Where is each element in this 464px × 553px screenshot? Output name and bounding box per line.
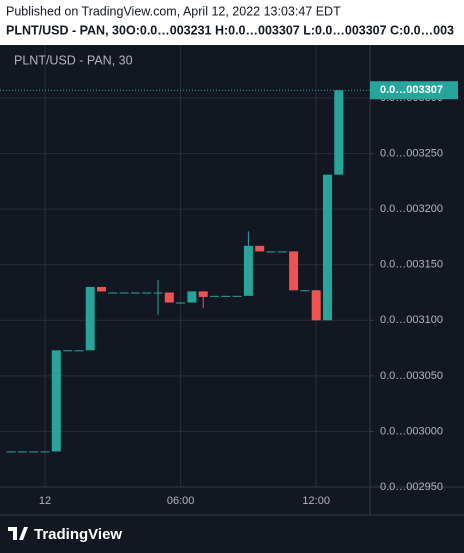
legend: PLNT/USD - PAN, 30 xyxy=(14,53,133,67)
candle-body xyxy=(277,251,287,253)
candle-body xyxy=(153,292,163,294)
candle-body xyxy=(51,350,61,452)
candle-body xyxy=(142,292,152,294)
y-tick-label: 0.0…003100 xyxy=(380,314,443,326)
candle-body xyxy=(40,451,50,453)
candle-body xyxy=(29,451,39,453)
candle-body xyxy=(221,295,231,297)
logo: TradingView xyxy=(8,526,122,543)
candle-body xyxy=(17,451,27,453)
chart-bg xyxy=(0,45,464,553)
candle-body xyxy=(289,251,299,291)
candle-body xyxy=(119,292,129,294)
candle-body xyxy=(130,292,140,294)
candle-body xyxy=(311,290,321,321)
published: Published on TradingView.com, April 12, … xyxy=(6,4,341,18)
candle-body xyxy=(198,291,208,297)
y-tick-label: 0.0…002950 xyxy=(380,481,443,493)
candle-body xyxy=(243,245,253,296)
plot xyxy=(0,45,370,488)
header-bg xyxy=(0,0,464,45)
candle-body xyxy=(63,350,73,352)
candle-body xyxy=(108,292,118,294)
x-tick-label: 12 xyxy=(39,495,51,507)
last-price-box xyxy=(370,81,458,100)
candle-body xyxy=(323,174,332,321)
candle-body xyxy=(334,90,344,175)
candle-body xyxy=(300,290,310,292)
y-tick-label: 0.0…003200 xyxy=(380,203,443,215)
candle-body xyxy=(97,286,106,292)
x-tick-label: 06:00 xyxy=(167,495,195,507)
ohlc: O:0.0…003231 H:0.0…003307 L:0.0…003307 C… xyxy=(126,23,454,37)
y-tick-label: 0.0…003150 xyxy=(380,259,443,271)
candle-body xyxy=(255,245,265,252)
last-price-label: 0.0…003307 xyxy=(380,84,443,96)
x-tick-label: 12:00 xyxy=(302,495,330,507)
candle-body xyxy=(85,286,95,351)
candle-body xyxy=(74,350,84,352)
y-tick-label: 0.0…003050 xyxy=(380,370,443,382)
candle-body xyxy=(6,451,16,453)
candle-body xyxy=(164,292,174,303)
y-tick-label: 0.0…003250 xyxy=(380,147,443,159)
logo-icon xyxy=(8,527,28,540)
y-tick-label: 0.0…003000 xyxy=(380,425,443,437)
candle-body xyxy=(176,302,186,304)
candle-body xyxy=(187,291,197,303)
candle-body xyxy=(232,295,242,297)
brand: TradingView xyxy=(34,526,122,543)
candle-body xyxy=(266,251,276,253)
candle-body xyxy=(210,295,219,297)
symbol: PLNT/USD - PAN, 30 xyxy=(6,23,126,37)
